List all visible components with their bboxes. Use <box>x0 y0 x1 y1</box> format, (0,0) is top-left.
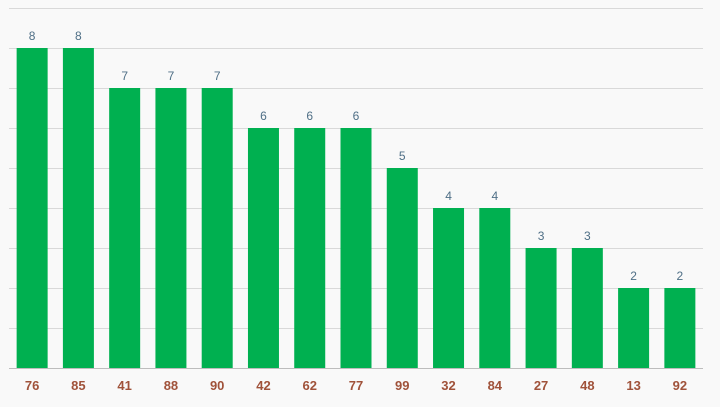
category-label: 62 <box>302 378 316 393</box>
bar-76[interactable] <box>16 48 48 368</box>
value-label: 4 <box>445 189 452 203</box>
value-label: 3 <box>538 229 545 243</box>
value-label: 5 <box>399 149 406 163</box>
bar-62[interactable] <box>294 128 326 368</box>
value-label: 3 <box>584 229 591 243</box>
bar-27[interactable] <box>525 248 557 368</box>
bar-88[interactable] <box>155 88 187 368</box>
bar-42[interactable] <box>247 128 279 368</box>
value-label: 8 <box>75 29 82 43</box>
value-label: 8 <box>29 29 36 43</box>
category-label: 85 <box>71 378 85 393</box>
value-label: 2 <box>630 269 637 283</box>
category-label: 27 <box>534 378 548 393</box>
value-label: 6 <box>260 109 267 123</box>
category-label: 76 <box>25 378 39 393</box>
bar-13[interactable] <box>618 288 650 368</box>
value-label: 6 <box>353 109 360 123</box>
bar-99[interactable] <box>386 168 418 368</box>
category-label: 84 <box>488 378 503 393</box>
bar-32[interactable] <box>433 208 465 368</box>
value-label: 4 <box>491 189 498 203</box>
bar-77[interactable] <box>340 128 372 368</box>
value-label: 7 <box>121 69 128 83</box>
bar-84[interactable] <box>479 208 511 368</box>
category-label: 13 <box>626 378 640 393</box>
value-label: 2 <box>677 269 684 283</box>
bars <box>16 48 696 368</box>
category-labels: 76 85 41 88 90 42 62 77 99 32 84 27 48 13 92 <box>25 378 687 393</box>
category-label: 32 <box>441 378 455 393</box>
category-label: 88 <box>164 378 178 393</box>
value-label: 7 <box>214 69 221 83</box>
category-label: 42 <box>256 378 270 393</box>
value-label: 7 <box>168 69 175 83</box>
bar-85[interactable] <box>62 48 94 368</box>
value-label: 6 <box>306 109 313 123</box>
bar-48[interactable] <box>571 248 603 368</box>
category-label: 48 <box>580 378 594 393</box>
category-label: 77 <box>349 378 363 393</box>
category-label: 41 <box>117 378 131 393</box>
category-label: 92 <box>673 378 687 393</box>
bar-92[interactable] <box>664 288 696 368</box>
category-label: 90 <box>210 378 224 393</box>
category-label: 99 <box>395 378 409 393</box>
bar-90[interactable] <box>201 88 233 368</box>
bar-41[interactable] <box>109 88 141 368</box>
value-labels: 8 8 7 7 7 6 6 6 5 4 4 3 3 2 2 <box>29 29 684 283</box>
